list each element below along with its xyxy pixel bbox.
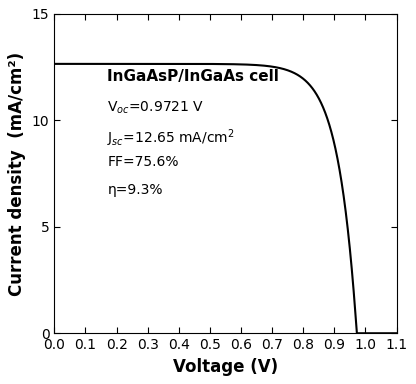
Text: FF=75.6%: FF=75.6% (107, 156, 179, 169)
Text: J$_{sc}$=12.65 mA/cm$^2$: J$_{sc}$=12.65 mA/cm$^2$ (107, 128, 235, 149)
X-axis label: Voltage (V): Voltage (V) (173, 358, 278, 376)
Y-axis label: Current density  (mA/cm²): Current density (mA/cm²) (8, 51, 26, 296)
Text: V$_{oc}$=0.9721 V: V$_{oc}$=0.9721 V (107, 100, 205, 116)
Text: InGaAsP/InGaAs cell: InGaAsP/InGaAs cell (107, 69, 279, 84)
Text: η=9.3%: η=9.3% (107, 183, 163, 197)
